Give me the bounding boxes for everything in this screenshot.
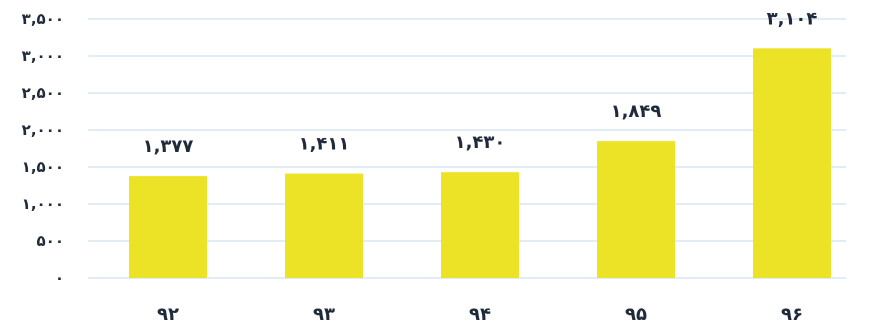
bar	[129, 176, 207, 278]
y-tick-label: ۱,۰۰۰	[22, 195, 64, 213]
y-tick-label: ۵۰۰	[37, 232, 64, 250]
y-tick-label: ۲,۰۰۰	[22, 121, 64, 139]
x-tick-label: ۹۶	[781, 304, 803, 325]
y-tick-label: ۳,۰۰۰	[22, 47, 64, 65]
y-tick-label: ۲,۵۰۰	[22, 84, 64, 102]
bar	[441, 172, 519, 278]
x-axis: ۹۲ ۹۳ ۹۴ ۹۵ ۹۶	[157, 304, 803, 325]
y-tick-label: ۳,۵۰۰	[22, 10, 64, 28]
x-tick-label: ۹۳	[313, 304, 335, 325]
x-tick-label: ۹۲	[157, 304, 179, 325]
bar	[285, 173, 363, 278]
bars: ۱,۳۷۷ ۱,۴۱۱ ۱,۴۳۰ ۱,۸۴۹ ۳,۱۰۴	[129, 8, 831, 278]
x-tick-label: ۹۴	[469, 304, 491, 325]
data-label: ۱,۴۱۱	[299, 134, 350, 155]
data-label: ۱,۳۷۷	[143, 136, 194, 157]
y-axis: ۰ ۵۰۰ ۱,۰۰۰ ۱,۵۰۰ ۲,۰۰۰ ۲,۵۰۰ ۳,۰۰۰ ۳,۵۰۰	[22, 10, 64, 287]
x-tick-label: ۹۵	[625, 304, 647, 325]
y-tick-label: ۱,۵۰۰	[22, 158, 64, 176]
bar	[597, 141, 675, 278]
data-label: ۱,۸۴۹	[611, 101, 662, 122]
data-label: ۳,۱۰۴	[767, 8, 818, 29]
bar	[753, 48, 831, 278]
y-tick-label: ۰	[55, 269, 64, 287]
data-label: ۱,۴۳۰	[455, 132, 506, 153]
